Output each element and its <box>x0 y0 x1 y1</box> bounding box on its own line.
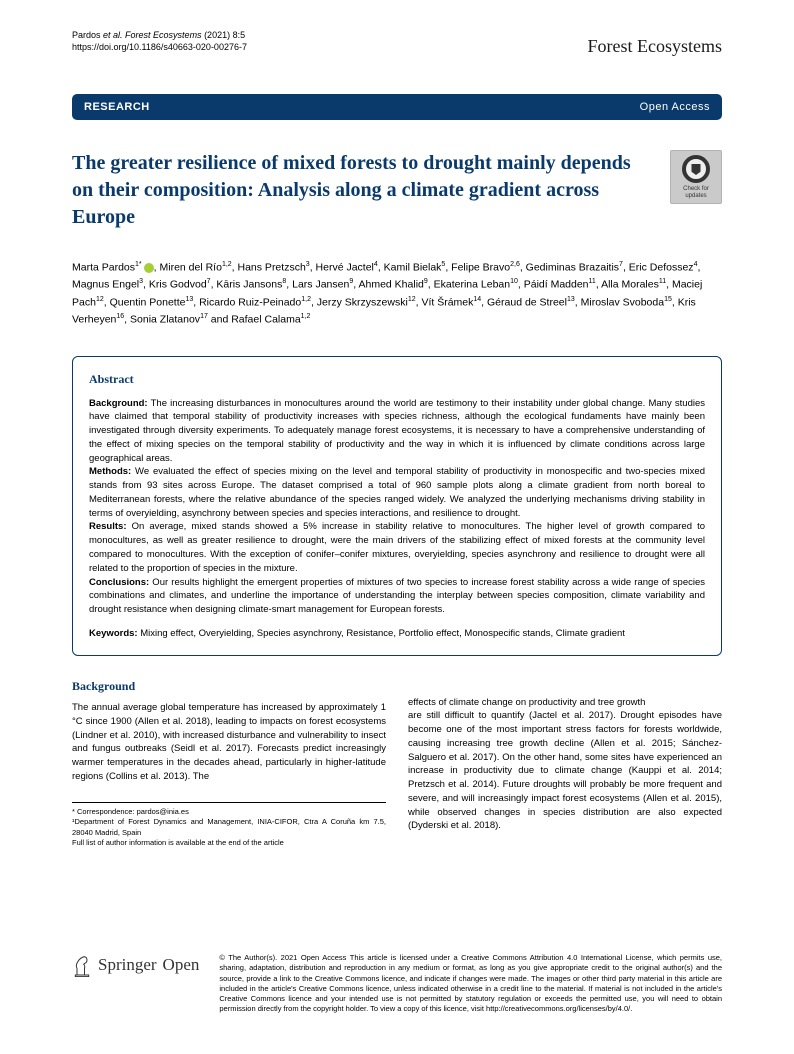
knight-icon <box>72 953 92 977</box>
body-para-1: The annual average global temperature ha… <box>72 701 386 784</box>
logo-open: Open <box>163 954 200 977</box>
abstract-conclusions: Conclusions: Our results highlight the e… <box>89 576 705 617</box>
page-footer: Springer Open © The Author(s). 2021 Open … <box>72 953 722 1014</box>
author-list: Marta Pardos1*, Miren del Río1,2, Hans P… <box>72 259 722 328</box>
bg-text: The increasing disturbances in monocultu… <box>89 398 705 464</box>
abstract-heading: Abstract <box>89 371 705 388</box>
results-text: On average, mixed stands showed a 5% inc… <box>89 521 705 573</box>
article-type-banner: RESEARCH Open Access <box>72 94 722 120</box>
col-left: Background The annual average global tem… <box>72 678 386 849</box>
citation-author: Pardos <box>72 30 101 40</box>
concl-text: Our results highlight the emergent prope… <box>89 577 705 616</box>
citation-journal: et al. Forest Ecosystems <box>101 30 202 40</box>
banner-left: RESEARCH <box>84 101 150 113</box>
body-columns: Background The annual average global tem… <box>72 678 722 849</box>
article-title: The greater resilience of mixed forests … <box>72 150 632 231</box>
kw-label: Keywords: <box>89 628 138 639</box>
banner-right: Open Access <box>640 101 710 113</box>
methods-label: Methods: <box>89 466 131 477</box>
abstract-results: Results: On average, mixed stands showed… <box>89 520 705 575</box>
license-text: © The Author(s). 2021 Open Access This a… <box>219 953 722 1014</box>
footnotes: * Correspondence: pardos@inia.es ¹Depart… <box>72 802 386 849</box>
abstract-box: Abstract Background: The increasing dist… <box>72 356 722 655</box>
abstract-background: Background: The increasing disturbances … <box>89 397 705 466</box>
keywords: Keywords: Mixing effect, Overyielding, S… <box>89 627 705 641</box>
citation-vol: (2021) 8:5 <box>202 30 246 40</box>
methods-text: We evaluated the effect of species mixin… <box>89 466 705 518</box>
body-para-2b: are still difficult to quantify (Jactel … <box>408 709 722 833</box>
affiliation-rest: Full list of author information is avail… <box>72 838 386 849</box>
abstract-methods: Methods: We evaluated the effect of spec… <box>89 465 705 520</box>
corresponding: * Correspondence: pardos@inia.es <box>72 807 386 818</box>
springer-open-logo: Springer Open <box>72 953 199 977</box>
body-para-2a: effects of climate change on productivit… <box>408 696 722 710</box>
journal-name: Forest Ecosystems <box>588 36 723 57</box>
section-heading-background: Background <box>72 678 386 695</box>
affiliation-1: ¹Department of Forest Dynamics and Manag… <box>72 817 386 838</box>
kw-text: Mixing effect, Overyielding, Species asy… <box>138 628 625 639</box>
concl-label: Conclusions: <box>89 577 149 588</box>
results-label: Results: <box>89 521 126 532</box>
doi-text: https://doi.org/10.1186/s40663-020-00276… <box>72 42 247 52</box>
bg-label: Background: <box>89 398 148 409</box>
col-right: effects of climate change on productivit… <box>408 678 722 849</box>
logo-text: Springer <box>98 954 157 977</box>
